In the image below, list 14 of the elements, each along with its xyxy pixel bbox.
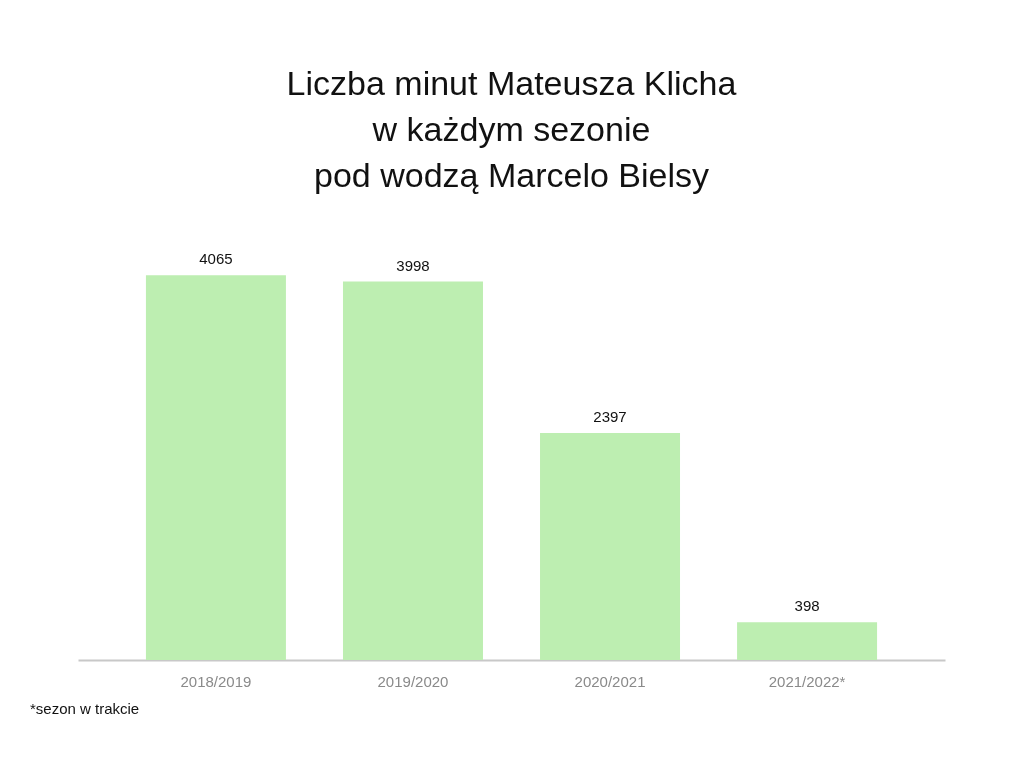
data-label: 398 bbox=[794, 597, 820, 615]
x-tick-label: 2018/2019 bbox=[180, 672, 252, 690]
bar bbox=[145, 275, 286, 660]
x-tick-label: 2019/2020 bbox=[377, 672, 449, 690]
chart-title: Liczba minut Mateusza Klicha w każdym sezonie pod wodzą Marcelo Bielsy bbox=[286, 64, 737, 194]
bar bbox=[737, 622, 878, 660]
x-tick-label: 2021/2022* bbox=[768, 672, 846, 690]
data-label: 4065 bbox=[199, 250, 233, 268]
bar bbox=[540, 433, 681, 660]
data-label: 2397 bbox=[593, 408, 627, 426]
text: *sezon w trakcie bbox=[30, 700, 140, 717]
bar bbox=[342, 281, 483, 660]
x-tick-label: 2020/2021 bbox=[574, 672, 646, 690]
data-label: 3998 bbox=[396, 256, 430, 274]
